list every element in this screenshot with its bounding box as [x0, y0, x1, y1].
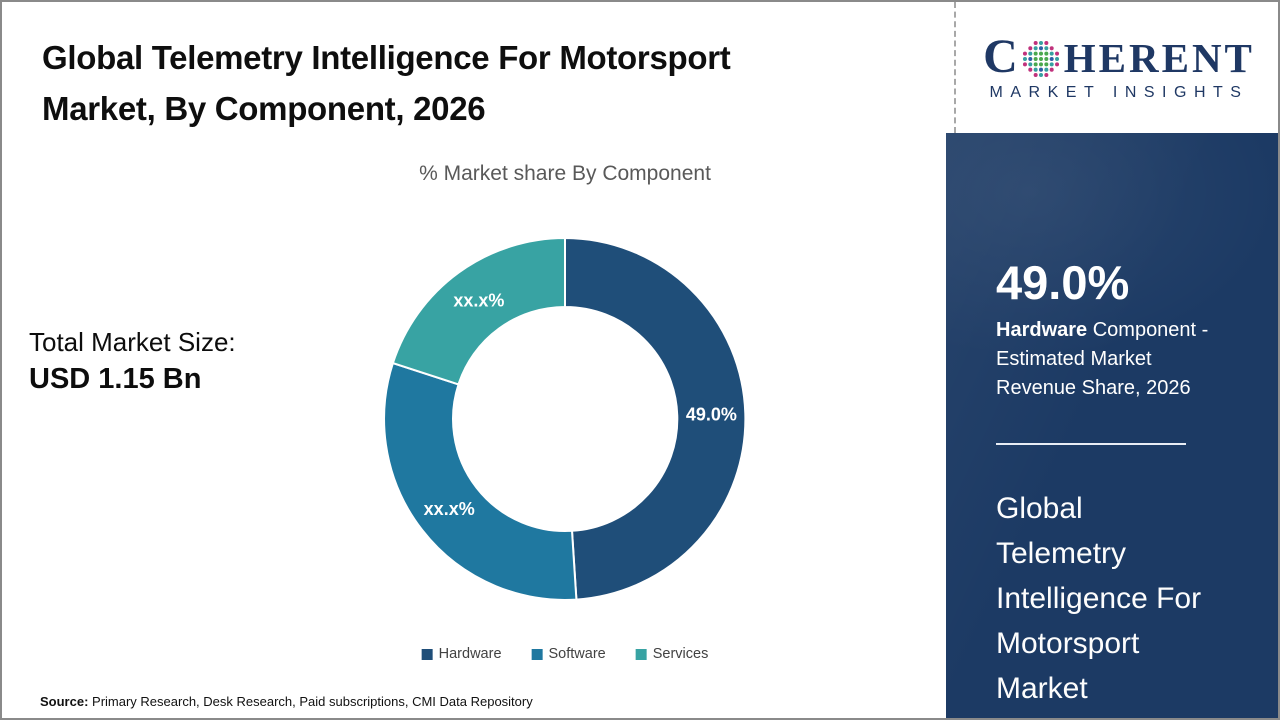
- sidebar-panel: 49.0% Hardware Component - Estimated Mar…: [946, 133, 1278, 718]
- sidebar-heading: Global Telemetry Intelligence For Motors…: [996, 486, 1278, 711]
- market-size-label: Total Market Size:: [29, 327, 236, 357]
- donut-slice-services: [391, 236, 566, 386]
- donut-slice-software: [383, 361, 578, 601]
- stat-value: 49.0%: [996, 256, 1130, 309]
- sidebar-heading-line1: Global: [996, 492, 1083, 525]
- legend-label-software: Software: [548, 646, 606, 662]
- sidebar-heading-line3: Intelligence For: [996, 582, 1202, 615]
- main-chart-area: Global Telemetry Intelligence For Motors…: [2, 2, 946, 718]
- legend-item-hardware: Hardware: [421, 646, 502, 662]
- panel-divider: [996, 443, 1186, 445]
- sidebar-heading-line2: Telemetry: [996, 537, 1127, 570]
- slice-label-services: xx.x%: [453, 291, 504, 311]
- logo-letter-c: C: [983, 30, 1018, 83]
- logo-subtitle: MARKET INSIGHTS: [989, 84, 1249, 101]
- source-text: Primary Research, Desk Research, Paid su…: [88, 694, 533, 709]
- slice-label-hardware: 49.0%: [686, 404, 737, 424]
- sidebar-heading-line5: Market: [996, 672, 1088, 705]
- stat-description: Hardware Component - Estimated Market Re…: [996, 316, 1231, 403]
- market-size-value: USD 1.15 Bn: [29, 363, 202, 395]
- donut-chart: 49.0% xx.x% xx.x%: [383, 236, 747, 601]
- coherent-logo: C HERENT MARKET INSIGHTS: [954, 2, 1278, 133]
- coherent-globe-icon: [1022, 40, 1059, 78]
- legend-item-services: Services: [635, 646, 709, 662]
- source-line: Source: Primary Research, Desk Research,…: [40, 694, 533, 709]
- legend-label-services: Services: [652, 646, 709, 662]
- legend-swatch-software: [531, 648, 543, 660]
- legend-item-software: Software: [531, 646, 606, 662]
- slice-label-software: xx.x%: [424, 499, 475, 519]
- logo-letters-herent: HERENT: [1063, 35, 1255, 81]
- legend-swatch-services: [635, 648, 647, 660]
- donut-slice-hardware: [564, 236, 747, 601]
- legend-label-hardware: Hardware: [438, 646, 502, 662]
- sidebar: C HERENT MARKET INSIGHTS 49.0% Hardware …: [946, 2, 1278, 718]
- chart-subtitle: % Market share By Component: [419, 162, 711, 185]
- page-title-line2: Market, By Component, 2026: [42, 90, 486, 127]
- page-title-line1: Global Telemetry Intelligence For Motors…: [42, 39, 731, 76]
- sidebar-heading-line4: Motorsport: [996, 627, 1140, 660]
- chart-legend: Hardware Software Services: [421, 646, 709, 662]
- source-label: Source:: [40, 694, 89, 709]
- legend-swatch-hardware: [421, 648, 433, 660]
- stat-description-rest: Component - Estimated Market Revenue Sha…: [996, 319, 1209, 399]
- logo-wordmark: C HERENT: [983, 33, 1255, 81]
- page-title: Global Telemetry Intelligence For Motors…: [42, 32, 922, 134]
- stat-description-bold: Hardware: [996, 319, 1088, 341]
- total-market-size: Total Market Size: USD 1.15 Bn: [29, 324, 236, 398]
